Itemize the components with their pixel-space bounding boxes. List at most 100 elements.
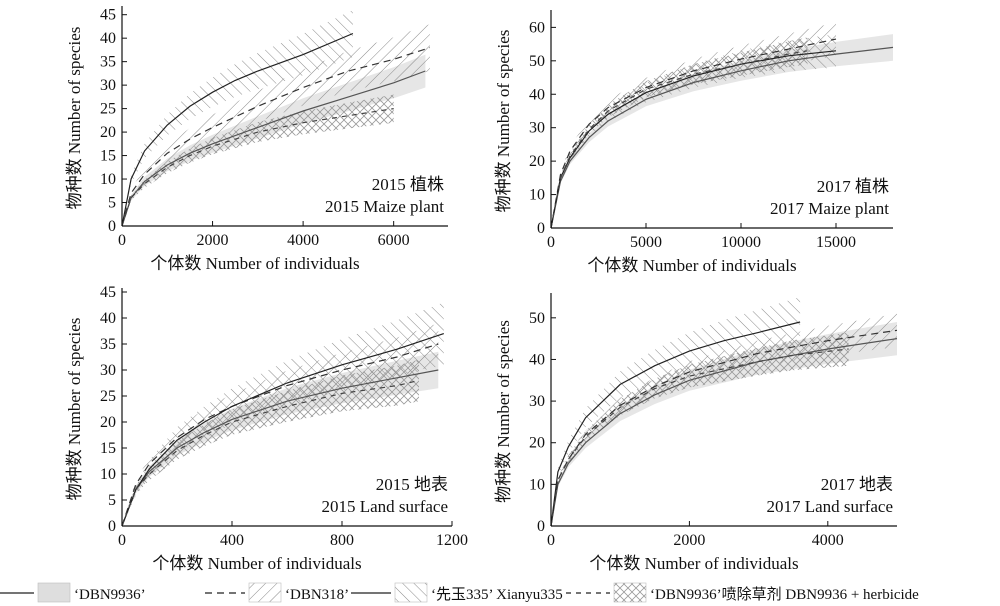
x-tick-label: 0 bbox=[547, 234, 555, 251]
y-tick-label: 0 bbox=[108, 518, 116, 535]
panel-2015-land-surface: 0 5 10 15 20 25 30 35 40 45 0 400 800 1200 个体数 Number … bbox=[65, 284, 468, 573]
y-tick-label: 10 bbox=[529, 187, 545, 204]
series-line bbox=[121, 343, 439, 527]
y-tick-label: 15 bbox=[100, 440, 116, 457]
confidence-band bbox=[122, 10, 353, 226]
y-tick-label: 45 bbox=[100, 284, 116, 301]
y-tick-label: 20 bbox=[100, 124, 116, 141]
confidence-band bbox=[122, 94, 394, 226]
panel-label: 2017 Maize plant bbox=[770, 199, 889, 218]
y-tick-label: 15 bbox=[100, 148, 116, 165]
y-tick-label: 40 bbox=[529, 351, 545, 368]
panel-label: 2017 Land surface bbox=[766, 497, 893, 516]
confidence-band bbox=[122, 24, 430, 226]
y-tick-label: 60 bbox=[529, 19, 545, 36]
y-tick-label: 20 bbox=[529, 435, 545, 452]
x-tick-label: 0 bbox=[118, 532, 126, 549]
series-line bbox=[121, 369, 439, 527]
series-line bbox=[121, 108, 394, 227]
y-tick-label: 35 bbox=[100, 54, 116, 71]
y-tick-label: 40 bbox=[100, 30, 116, 47]
x-tick-label: 4000 bbox=[812, 532, 844, 549]
legend-label: ‘DBN318’ bbox=[285, 587, 349, 603]
x-tick-label: 2000 bbox=[197, 232, 229, 249]
x-tick-label: 10000 bbox=[721, 234, 761, 251]
y-tick-label: 0 bbox=[537, 518, 545, 535]
y-tick-label: 0 bbox=[537, 220, 545, 237]
panel-label: 2017 地表 bbox=[821, 475, 893, 494]
confidence-band bbox=[551, 332, 849, 526]
panel-2017-maize-plant: 0 10 20 30 40 50 60 0 5000 10000 15000 个体数 Number o… bbox=[494, 10, 894, 275]
y-tick-label: 25 bbox=[100, 388, 116, 405]
legend-label: ‘DBN9936’喷除草剂 DBN9936 + herbicide bbox=[650, 586, 919, 603]
series-line bbox=[550, 348, 849, 527]
y-tick-label: 30 bbox=[100, 77, 116, 94]
confidence-band bbox=[122, 359, 419, 526]
series-line bbox=[121, 70, 426, 227]
x-tick-label: 0 bbox=[118, 232, 126, 249]
legend-item: ‘DBN9936’喷除草剂 DBN9936 + herbicide bbox=[566, 582, 919, 603]
legend-item: ‘DBN318’ bbox=[205, 582, 349, 603]
y-tick-label: 20 bbox=[529, 153, 545, 170]
y-axis-title: 物种数 Number of species bbox=[65, 318, 84, 501]
panel-label: 2015 地表 bbox=[376, 475, 448, 494]
series-line bbox=[121, 333, 444, 527]
panel-label: 2015 Maize plant bbox=[325, 197, 444, 216]
y-tick-label: 20 bbox=[100, 414, 116, 431]
y-tick-label: 40 bbox=[529, 86, 545, 103]
series-line bbox=[550, 338, 898, 527]
y-tick-label: 10 bbox=[100, 466, 116, 483]
panel-label: 2015 Land surface bbox=[321, 497, 448, 516]
x-tick-label: 2000 bbox=[673, 532, 705, 549]
y-tick-label: 50 bbox=[529, 310, 545, 327]
y-tick-label: 40 bbox=[100, 310, 116, 327]
x-tick-label: 5000 bbox=[630, 234, 662, 251]
legend-item: ‘DBN9936’ bbox=[0, 582, 146, 603]
y-tick-label: 35 bbox=[100, 336, 116, 353]
y-tick-label: 45 bbox=[100, 7, 116, 24]
y-tick-label: 5 bbox=[108, 195, 116, 212]
x-tick-label: 4000 bbox=[287, 232, 319, 249]
series-line bbox=[550, 50, 808, 229]
y-axis-title: 物种数 Number of species bbox=[65, 27, 84, 210]
series-line bbox=[550, 46, 894, 229]
y-tick-label: 10 bbox=[100, 171, 116, 188]
legend: ‘DBN9936’ ‘DBN318’ ‘先玉335’ Xianyu335 ‘DBN99… bbox=[0, 582, 919, 603]
legend-band-swatch bbox=[613, 582, 647, 603]
panel-label: 2015 植株 bbox=[372, 175, 444, 194]
x-axis-title: 个体数 Number of individuals bbox=[587, 256, 796, 275]
y-tick-label: 0 bbox=[108, 218, 116, 235]
y-tick-label: 25 bbox=[100, 101, 116, 118]
legend-band-swatch bbox=[37, 582, 71, 603]
x-tick-label: 800 bbox=[330, 532, 354, 549]
y-axis-title: 物种数 Number of species bbox=[494, 30, 513, 213]
series-line bbox=[550, 38, 837, 229]
x-tick-label: 6000 bbox=[378, 232, 410, 249]
legend-band-swatch bbox=[394, 582, 428, 603]
x-tick-label: 15000 bbox=[816, 234, 856, 251]
y-tick-label: 30 bbox=[100, 362, 116, 379]
x-axis-title: 个体数 Number of individuals bbox=[152, 554, 361, 573]
y-tick-label: 50 bbox=[529, 53, 545, 70]
y-tick-label: 30 bbox=[529, 120, 545, 137]
series-line bbox=[121, 32, 354, 227]
panel-label: 2017 植株 bbox=[817, 177, 889, 196]
x-tick-label: 0 bbox=[547, 532, 555, 549]
series-line bbox=[121, 47, 431, 227]
y-axis-title: 物种数 Number of species bbox=[494, 320, 513, 503]
x-axis-title: 个体数 Number of individuals bbox=[589, 554, 798, 573]
legend-label: ‘DBN9936’ bbox=[74, 587, 146, 603]
y-tick-label: 5 bbox=[108, 492, 116, 509]
panel-2015-maize-plant: 0 5 10 15 20 25 30 35 40 45 0 2000 4000 6000 个体数 Numbe… bbox=[65, 6, 448, 273]
panel-2017-land-surface: 0 10 20 30 40 50 0 2000 4000 个体数 Number of indivi… bbox=[494, 293, 898, 573]
legend-label: ‘先玉335’ Xianyu335 bbox=[431, 586, 563, 603]
x-tick-label: 1200 bbox=[436, 532, 468, 549]
x-axis-title: 个体数 Number of individuals bbox=[150, 254, 359, 273]
series-line bbox=[121, 379, 420, 527]
series-line bbox=[550, 329, 898, 527]
legend-item: ‘先玉335’ Xianyu335 bbox=[351, 582, 563, 603]
series-line bbox=[550, 321, 801, 527]
x-tick-label: 400 bbox=[220, 532, 244, 549]
confidence-band bbox=[122, 54, 426, 226]
